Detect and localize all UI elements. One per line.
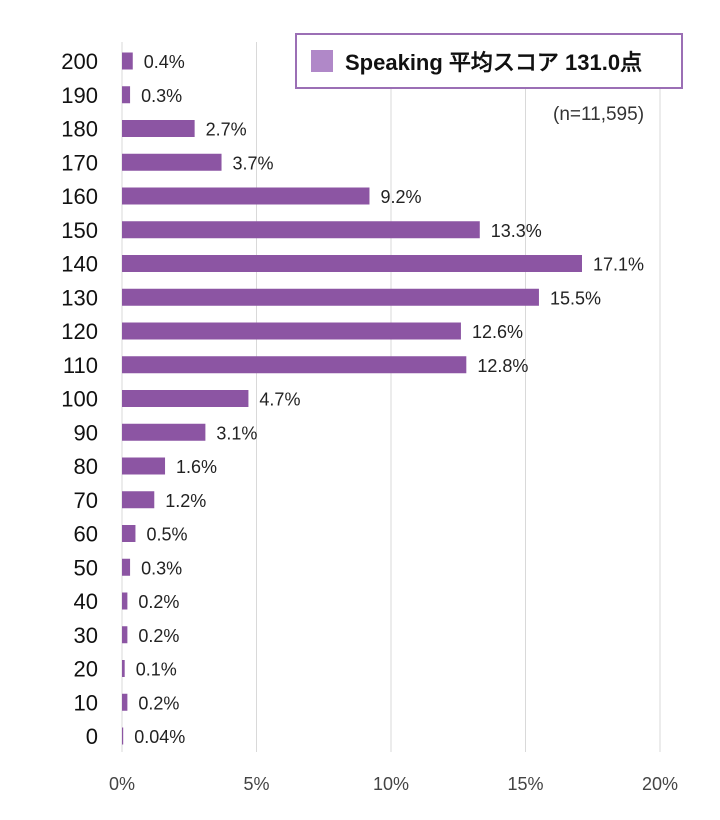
bar-110 (122, 356, 467, 374)
value-label: 12.8% (477, 356, 528, 376)
bar-190 (122, 86, 131, 104)
value-label: 9.2% (380, 187, 421, 207)
bars (122, 52, 582, 745)
category-label: 10 (74, 690, 98, 715)
bar-20 (122, 660, 125, 677)
category-label: 180 (61, 117, 98, 142)
value-label: 12.6% (472, 322, 523, 342)
x-axis-tick-labels: 0% 5% 10% 15% 20% (109, 774, 678, 794)
bar-30 (122, 626, 128, 644)
bar-150 (122, 221, 480, 239)
category-label: 190 (61, 83, 98, 108)
category-labels: 2001901801701601501401301201101009080706… (61, 49, 98, 749)
value-label: 3.1% (216, 423, 257, 443)
value-label: 0.4% (144, 52, 185, 72)
category-label: 80 (74, 454, 98, 479)
bar-180 (122, 120, 195, 137)
bar-160 (122, 187, 370, 205)
value-label: 0.2% (138, 693, 179, 713)
bar-90 (122, 423, 206, 441)
value-label: 0.3% (141, 558, 182, 578)
category-label: 120 (61, 319, 98, 344)
category-label: 160 (61, 184, 98, 209)
value-label: 4.7% (259, 390, 300, 410)
value-label: 15.5% (550, 288, 601, 308)
category-label: 20 (74, 657, 98, 682)
value-label: 0.3% (141, 86, 182, 106)
category-label: 90 (74, 420, 98, 445)
value-label: 17.1% (593, 255, 644, 275)
bar-100 (122, 390, 249, 407)
x-tick-label: 20% (642, 774, 678, 794)
category-label: 140 (61, 252, 98, 277)
value-label: 3.7% (233, 153, 274, 173)
legend-label: Speaking 平均スコア 131.0点 (345, 50, 643, 75)
bar-50 (122, 558, 131, 576)
category-label: 100 (61, 387, 98, 412)
value-label: 0.04% (134, 727, 185, 747)
value-label: 1.2% (165, 491, 206, 511)
x-tick-label: 5% (243, 774, 269, 794)
sample-size-annotation: (n=11,595) (553, 104, 645, 125)
category-label: 150 (61, 218, 98, 243)
category-label: 60 (74, 522, 98, 547)
legend: Speaking 平均スコア 131.0点 (295, 33, 683, 89)
bar-10 (122, 693, 128, 711)
bar-200 (122, 52, 133, 70)
category-label: 200 (61, 49, 98, 74)
value-label: 0.2% (138, 626, 179, 646)
value-label: 0.1% (136, 660, 177, 680)
x-tick-label: 15% (507, 774, 543, 794)
value-label: 0.2% (138, 592, 179, 612)
category-label: 170 (61, 150, 98, 175)
bar-70 (122, 491, 155, 509)
category-label: 70 (74, 488, 98, 513)
bar-170 (122, 153, 222, 171)
bar-120 (122, 322, 461, 340)
x-tick-label: 0% (109, 774, 135, 794)
bar-80 (122, 457, 166, 475)
value-label: 13.3% (491, 221, 542, 241)
category-label: 30 (74, 623, 98, 648)
value-label: 0.5% (146, 525, 187, 545)
category-label: 50 (74, 555, 98, 580)
bar-40 (122, 592, 128, 610)
category-label: 0 (86, 724, 98, 749)
bar-130 (122, 288, 539, 306)
value-labels: 0.4% 0.3% 2.7% 3.7% 9.2% 13.3% 17.1% 15.5% 12.6%… (134, 52, 644, 747)
bar-0 (122, 727, 124, 745)
category-label: 110 (63, 353, 98, 378)
category-label: 40 (74, 589, 98, 614)
value-label: 1.6% (176, 457, 217, 477)
category-label: 130 (61, 285, 98, 310)
bar-60 (122, 525, 136, 542)
value-label: 2.7% (206, 120, 247, 140)
bar-140 (122, 255, 582, 272)
x-tick-label: 10% (373, 774, 409, 794)
legend-swatch (311, 50, 333, 72)
